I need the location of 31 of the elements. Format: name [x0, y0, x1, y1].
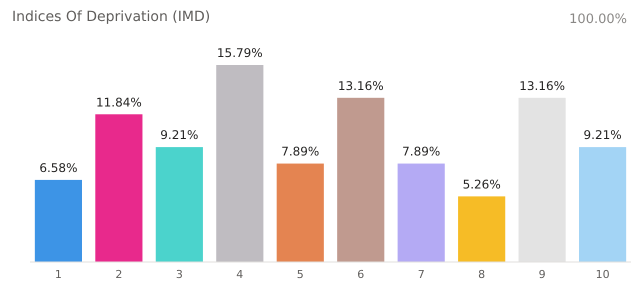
bar [579, 147, 626, 262]
chart-title: Indices Of Deprivation (IMD) [12, 9, 210, 25]
bar [276, 164, 324, 262]
x-tick-label: 6 [357, 268, 364, 281]
data-label: 13.16% [519, 78, 566, 93]
bar [216, 65, 264, 262]
data-label: 7.89% [281, 144, 320, 159]
bar [34, 180, 82, 262]
bar [398, 164, 445, 262]
data-label: 5.26% [462, 177, 501, 192]
x-tick-label: 3 [176, 268, 183, 281]
data-label: 6.58% [39, 160, 78, 175]
bar [95, 114, 142, 262]
x-tick-label: 7 [418, 268, 425, 281]
data-label: 9.21% [584, 128, 622, 142]
x-tick-label: 1 [54, 268, 62, 281]
x-tick-label: 10 [596, 268, 610, 281]
x-tick-label: 8 [478, 268, 486, 281]
data-label: 11.84% [96, 95, 142, 110]
x-tick-label: 5 [296, 268, 304, 281]
x-tick-label: 9 [538, 268, 546, 281]
text: 100.00% [569, 12, 627, 27]
x-tick-label: 4 [236, 268, 244, 281]
data-label: 15.79% [216, 46, 263, 60]
x-tick-label: 2 [115, 268, 122, 281]
bar [337, 98, 384, 262]
data-label: 7.89% [402, 144, 440, 159]
bar [156, 147, 203, 262]
data-label: 13.16% [338, 78, 384, 93]
bar [458, 196, 506, 262]
data-label: 9.21% [160, 128, 198, 142]
